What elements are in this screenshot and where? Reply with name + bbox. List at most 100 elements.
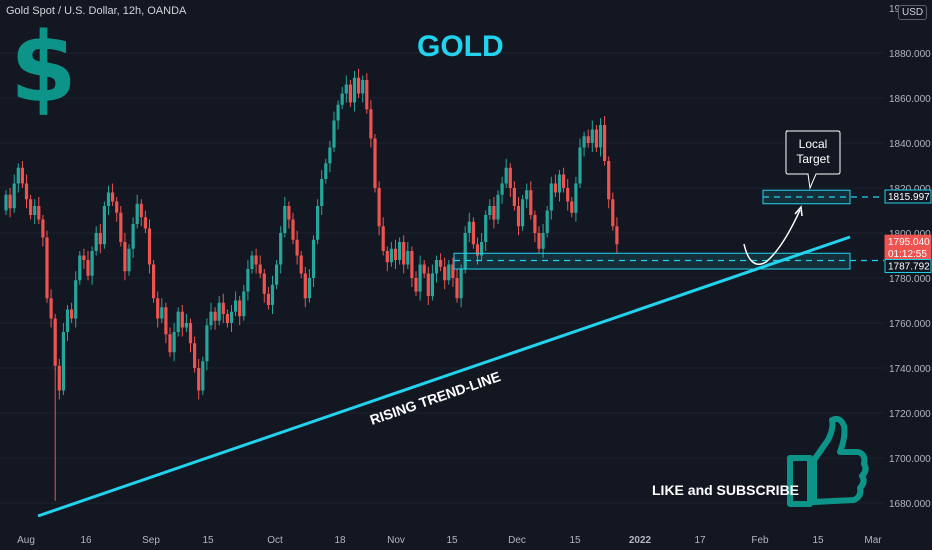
time-tick-label: Dec bbox=[508, 535, 526, 546]
candle-body bbox=[213, 311, 217, 321]
time-tick-label: 16 bbox=[80, 535, 92, 546]
time-tick-label: 15 bbox=[446, 535, 458, 546]
candle-body bbox=[566, 188, 570, 202]
chart-title-gold: GOLD bbox=[417, 30, 504, 63]
candle-body bbox=[295, 239, 299, 256]
candle-body bbox=[521, 199, 525, 227]
candle-body bbox=[385, 251, 389, 263]
candle-body bbox=[279, 233, 283, 265]
candle-body bbox=[250, 255, 254, 269]
candle-body bbox=[377, 188, 381, 227]
candles-layer bbox=[4, 68, 619, 501]
candle-body bbox=[402, 242, 406, 265]
candle-body bbox=[398, 242, 402, 260]
candle-body bbox=[316, 206, 320, 240]
candle-body bbox=[49, 298, 53, 319]
candle-body bbox=[590, 129, 594, 143]
candle-body bbox=[209, 311, 213, 326]
candle-body bbox=[53, 318, 57, 366]
candle-body bbox=[574, 183, 578, 213]
time-tick-label: Nov bbox=[387, 535, 405, 546]
candle-body bbox=[344, 84, 348, 94]
candle-body bbox=[414, 278, 418, 292]
candle-body bbox=[205, 325, 209, 362]
time-tick-label: 15 bbox=[569, 535, 581, 546]
candle-body bbox=[525, 190, 529, 200]
candle-body bbox=[8, 194, 12, 209]
candle-body bbox=[123, 242, 127, 272]
candle-body bbox=[188, 323, 193, 344]
time-tick-label: 15 bbox=[812, 535, 824, 546]
candle-body bbox=[152, 264, 156, 299]
rising-trendline bbox=[37, 235, 851, 518]
thumb-hand bbox=[811, 415, 869, 505]
time-tick-label: 18 bbox=[334, 535, 346, 546]
candle-body bbox=[184, 323, 188, 328]
candle-body bbox=[74, 280, 78, 319]
candle-body bbox=[607, 161, 611, 200]
candle-body bbox=[352, 77, 357, 103]
candle-body bbox=[61, 332, 65, 391]
price-tick-label: 1840.000 bbox=[889, 139, 931, 150]
candle-body bbox=[299, 255, 303, 274]
price-axis[interactable]: 1680.000 1700.000 1720.000 1740.000 1760.000… bbox=[884, 0, 932, 550]
candle-body bbox=[143, 217, 147, 229]
candle-body bbox=[496, 194, 500, 220]
candle-body bbox=[447, 264, 451, 281]
candle-body bbox=[12, 183, 16, 209]
price-label-support: 1787.792 bbox=[888, 261, 930, 272]
callout-line-local: Local bbox=[799, 137, 828, 151]
candle-body bbox=[512, 188, 516, 206]
candle-body bbox=[611, 199, 615, 227]
candle-body bbox=[508, 167, 512, 188]
time-tick-label: 2022 bbox=[629, 535, 652, 546]
candle-body bbox=[586, 136, 590, 143]
candle-body bbox=[106, 192, 111, 206]
candle-body bbox=[406, 251, 410, 265]
candle-body bbox=[426, 273, 430, 296]
candle-body bbox=[443, 266, 447, 281]
candle-body bbox=[516, 206, 521, 227]
candle-body bbox=[78, 255, 82, 281]
candle-body bbox=[283, 206, 287, 233]
candle-body bbox=[361, 80, 365, 94]
candle-body bbox=[119, 212, 123, 242]
candle-body bbox=[381, 226, 385, 251]
candle-body bbox=[303, 273, 307, 299]
callout-line-target: Target bbox=[796, 152, 830, 166]
candle-body bbox=[270, 284, 275, 305]
candle-body bbox=[307, 278, 311, 299]
candle-body bbox=[410, 251, 414, 278]
candle-body bbox=[33, 206, 37, 215]
thumb-cuff bbox=[787, 455, 813, 507]
candle-body bbox=[537, 233, 541, 249]
candle-body bbox=[336, 104, 340, 121]
candle-body bbox=[451, 264, 455, 278]
candle-body bbox=[434, 260, 439, 274]
candle-body bbox=[45, 237, 49, 299]
candle-body bbox=[348, 84, 352, 103]
candle-body bbox=[533, 215, 537, 233]
candle-body bbox=[324, 163, 328, 179]
candle-body bbox=[570, 201, 574, 213]
currency-button[interactable]: USD bbox=[898, 5, 928, 20]
candle-body bbox=[221, 302, 225, 314]
candle-body bbox=[90, 251, 94, 276]
candle-body bbox=[242, 291, 246, 317]
candle-body bbox=[598, 125, 603, 148]
price-tick-label: 1820.000 bbox=[889, 184, 931, 195]
candle-body bbox=[156, 298, 160, 319]
candle-body bbox=[70, 309, 74, 319]
candle-body bbox=[139, 203, 143, 218]
candle-body bbox=[180, 311, 184, 328]
candle-body bbox=[373, 138, 377, 188]
candle-body bbox=[234, 300, 238, 312]
time-tick-label: Feb bbox=[751, 535, 769, 546]
candle-body bbox=[455, 278, 459, 299]
candle-body bbox=[229, 311, 234, 323]
time-axis[interactable]: Aug 16 Sep 15 Oct 18 Nov 15 Dec 15 2022 17 Feb 15 Mar bbox=[17, 535, 882, 546]
candle-body bbox=[393, 248, 398, 260]
candle-body bbox=[492, 206, 496, 220]
candle-body bbox=[603, 125, 607, 161]
